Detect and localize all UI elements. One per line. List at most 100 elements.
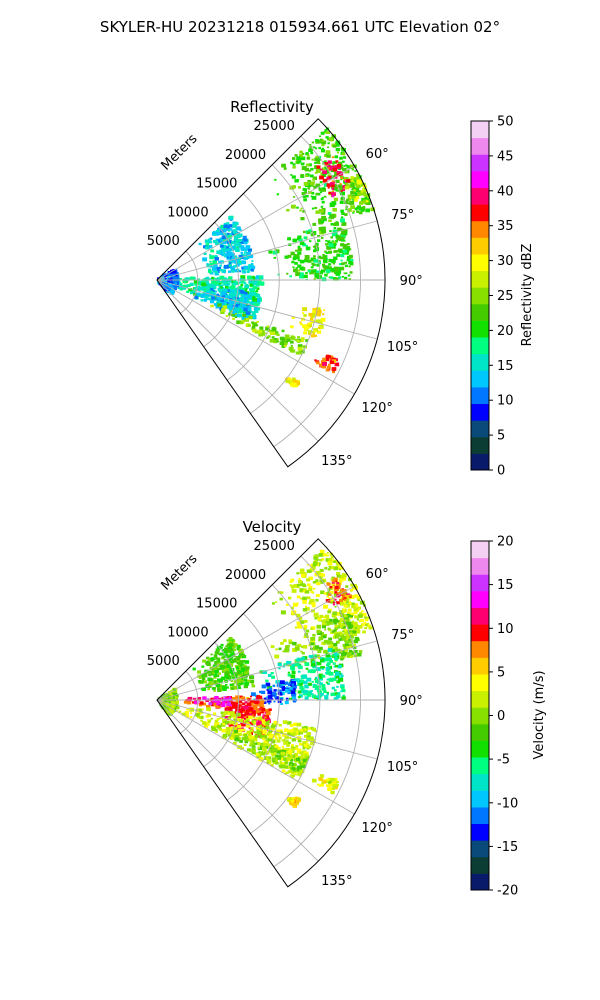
echo-gate (336, 163, 342, 168)
echo-gate (222, 733, 228, 738)
echo-gate (287, 254, 292, 258)
colorbar-tick-label: 5 (497, 429, 505, 444)
echo-gate (322, 254, 325, 256)
echo-gate (308, 163, 312, 167)
echo-gate (314, 334, 317, 337)
echo-gate (223, 283, 226, 286)
reflectivity-echoes (157, 127, 375, 388)
echo-gate (366, 616, 371, 620)
echo-gate (244, 740, 249, 744)
echo-gate (258, 757, 264, 761)
echo-gate (248, 324, 251, 327)
echo-gate (300, 174, 304, 177)
echo-gate (278, 647, 282, 650)
echo-gate (202, 659, 206, 663)
echo-gate (345, 600, 349, 604)
velocity-colorbar-swatches (471, 541, 489, 891)
echo-gate (257, 746, 262, 750)
echo-gate (297, 624, 303, 629)
echo-gate (230, 310, 233, 313)
echo-gate (197, 674, 202, 678)
echo-gate (283, 757, 288, 761)
echo-gate (331, 201, 337, 206)
echo-gate (351, 626, 355, 629)
echo-gate (304, 325, 309, 330)
echo-gate (164, 274, 168, 278)
echo-gate (333, 260, 336, 263)
echo-gate (351, 195, 355, 199)
echo-gate (313, 278, 316, 280)
echo-gate (331, 367, 337, 371)
echo-gate (253, 323, 258, 327)
echo-gate (308, 585, 313, 589)
echo-gate (313, 612, 319, 617)
colorbar-swatch (471, 657, 489, 675)
echo-gate (202, 696, 207, 700)
echo-gate (273, 340, 278, 344)
echo-gate (230, 306, 234, 310)
echo-gate (327, 682, 330, 685)
echo-gate (251, 260, 254, 262)
echo-gate (218, 672, 221, 675)
echo-gate (333, 250, 337, 253)
echo-gate (310, 637, 316, 641)
echo-gate (335, 272, 341, 276)
echo-gate (302, 584, 307, 588)
range-ring (250, 164, 321, 414)
echo-gate (225, 696, 229, 700)
echo-gate (227, 702, 231, 705)
echo-gate (307, 732, 311, 736)
echo-gate (302, 761, 307, 765)
echo-gate (189, 276, 195, 281)
echo-gate (325, 240, 328, 242)
echo-gate (243, 679, 246, 681)
echo-gate (295, 658, 298, 661)
echo-gate (270, 331, 276, 335)
echo-gate (274, 744, 278, 747)
echo-gate (340, 602, 344, 605)
echo-gate (290, 758, 294, 762)
echo-gate (211, 727, 216, 731)
velocity-echoes (157, 549, 373, 808)
echo-gate (331, 187, 335, 190)
echo-gate (289, 697, 293, 701)
echo-gate (331, 787, 335, 790)
echo-gate (340, 218, 345, 223)
echo-gate (335, 582, 341, 587)
echo-gate (353, 650, 358, 654)
echo-gate (335, 627, 338, 630)
echo-gate (296, 161, 300, 164)
echo-gate (172, 699, 176, 703)
echo-gate (234, 305, 237, 308)
echo-gate (283, 663, 286, 665)
echo-gate (210, 265, 213, 268)
echo-gate (266, 756, 271, 761)
echo-gate (341, 275, 345, 278)
echo-gate (220, 662, 224, 665)
echo-gate (311, 680, 314, 683)
echo-gate (336, 270, 342, 274)
echo-gate (241, 269, 246, 273)
echo-gate (246, 301, 250, 304)
echo-gate (286, 756, 292, 761)
colorbar-tick-label: 15 (497, 578, 514, 593)
echo-gate (297, 773, 301, 776)
echo-gate (229, 228, 233, 231)
echo-gate (255, 276, 260, 280)
echo-gate (244, 297, 248, 301)
echo-gate (329, 214, 334, 218)
echo-gate (209, 245, 213, 249)
echo-gate (340, 685, 345, 689)
echo-gate (318, 639, 321, 642)
echo-gate (251, 747, 256, 751)
echo-gate (330, 565, 335, 570)
echo-gate (225, 729, 231, 734)
echo-gate (309, 144, 312, 146)
echo-gate (335, 363, 339, 366)
echo-gate (228, 660, 233, 665)
echo-gate (297, 798, 300, 801)
range-ring (273, 135, 361, 448)
echo-gate (255, 698, 261, 703)
echo-gate (321, 187, 326, 192)
echo-gate (251, 262, 253, 265)
